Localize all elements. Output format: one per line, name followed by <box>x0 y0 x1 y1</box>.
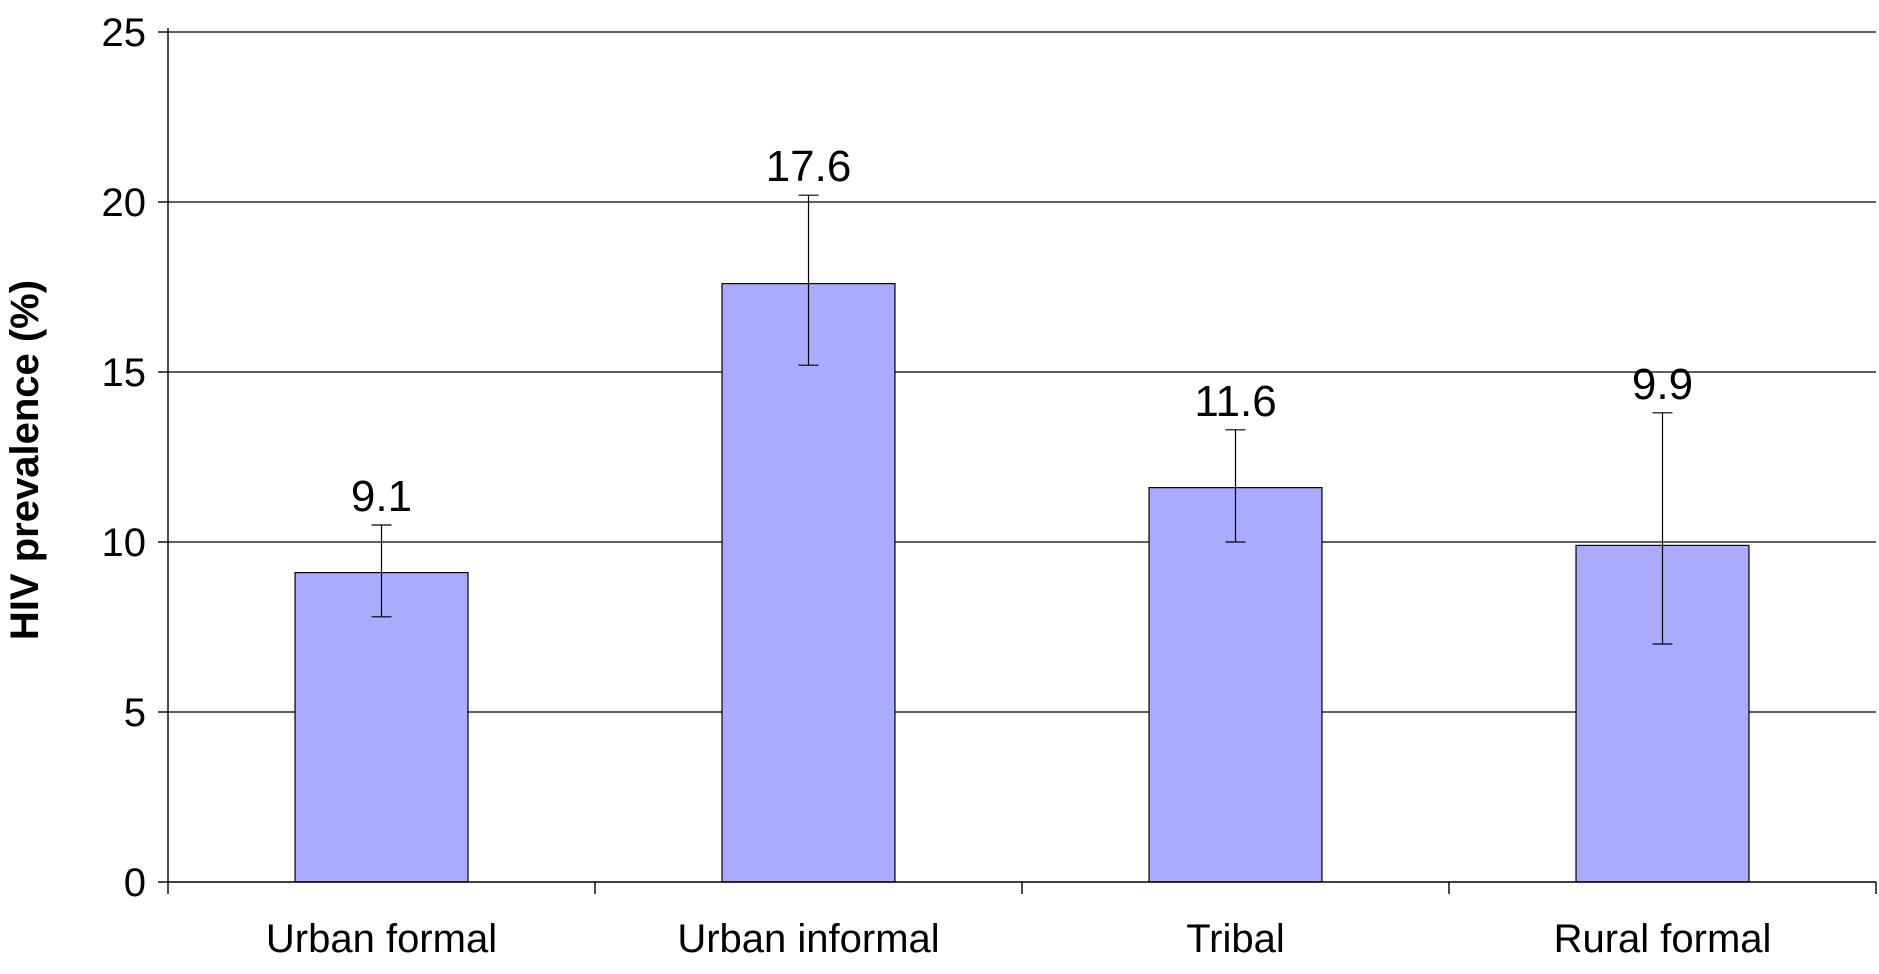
y-tick-label: 5 <box>124 691 146 735</box>
data-label: 11.6 <box>1194 377 1276 426</box>
axes <box>158 28 1877 894</box>
data-label: 9.9 <box>1632 360 1693 409</box>
bars <box>294 194 1750 883</box>
data-label: 9.1 <box>351 472 412 521</box>
bar-urban-formal <box>294 571 469 883</box>
x-category-label: Urban formal <box>266 917 497 961</box>
bar-tribal <box>1148 487 1323 883</box>
y-tick-label: 10 <box>102 521 147 565</box>
y-tick-label: 20 <box>102 181 147 225</box>
labels: 0 5 10 15 20 25 9.1 Urban formal 17.6 Urban infor… <box>102 11 1772 961</box>
data-label: 17.6 <box>766 142 852 191</box>
y-tick-label: 0 <box>124 861 146 905</box>
y-tick-label: 25 <box>102 11 147 55</box>
y-tick-label: 15 <box>102 351 147 395</box>
x-category-label: Urban informal <box>677 917 939 961</box>
y-axis-label: HIV prevalence (%) <box>3 280 47 640</box>
x-category-label: Rural formal <box>1554 917 1772 961</box>
x-category-label: Tribal <box>1186 917 1285 961</box>
bar-urban-informal <box>721 283 896 883</box>
